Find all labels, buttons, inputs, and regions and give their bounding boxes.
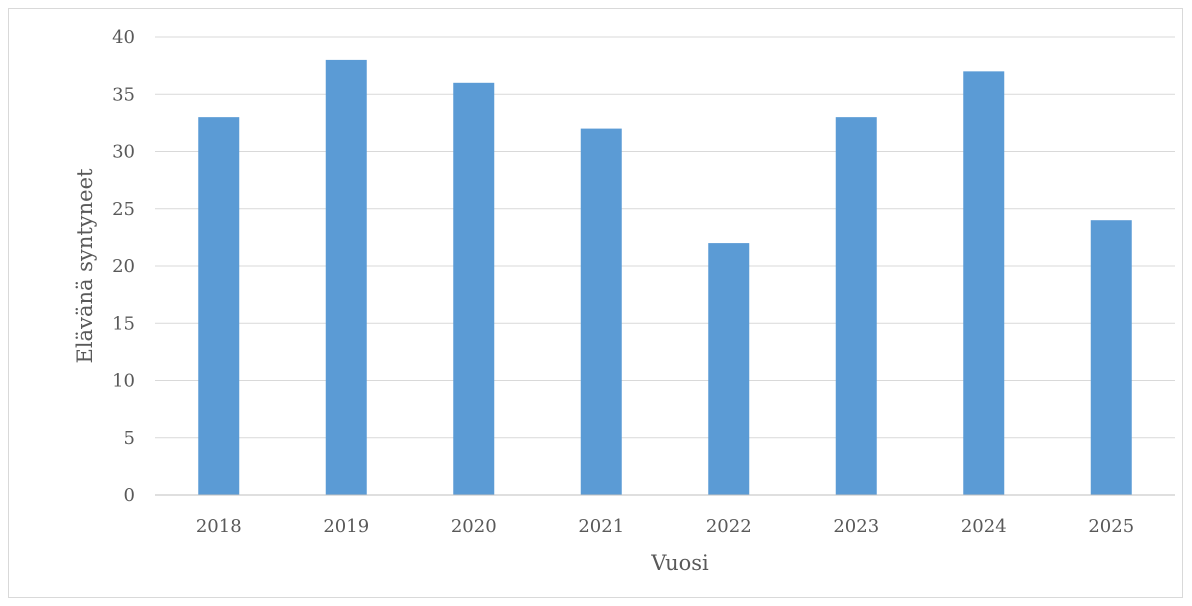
y-tick-label: 35 xyxy=(112,84,135,105)
bar-2020 xyxy=(453,82,495,496)
x-tick-label: 2025 xyxy=(1088,516,1134,537)
x-tick-label: 2021 xyxy=(578,516,624,537)
bar-2021 xyxy=(580,128,622,495)
bar-2023 xyxy=(835,117,877,496)
y-tick-label: 15 xyxy=(112,313,135,334)
x-tick-label: 2018 xyxy=(196,516,242,537)
x-axis-title: Vuosi xyxy=(650,551,709,575)
x-tick-label: 2019 xyxy=(323,516,369,537)
y-tick-label: 10 xyxy=(112,371,135,392)
y-tick-labels: 0 5 10 15 20 25 30 35 40 xyxy=(112,27,135,506)
bar-2018 xyxy=(198,117,240,496)
x-tick-label: 2024 xyxy=(961,516,1007,537)
bar-2024 xyxy=(963,71,1005,495)
x-tick-labels: 2018 2019 2020 2021 2022 2023 2024 2025 xyxy=(196,516,1134,537)
x-tick-label: 2023 xyxy=(833,516,879,537)
y-tick-label: 40 xyxy=(112,27,135,48)
bar-2019 xyxy=(325,59,367,496)
y-tick-label: 25 xyxy=(112,199,135,220)
y-tick-label: 30 xyxy=(112,142,135,163)
x-tick-label: 2020 xyxy=(451,516,497,537)
y-tick-label: 20 xyxy=(112,256,135,277)
gridlines xyxy=(155,36,1175,439)
bar-2025 xyxy=(1090,220,1132,495)
y-tick-label: 5 xyxy=(124,428,135,449)
y-axis-title: Elävänä syntyneet xyxy=(73,168,97,364)
bars xyxy=(198,59,1132,496)
x-tick-label: 2022 xyxy=(706,516,752,537)
bar-2022 xyxy=(708,243,750,495)
y-tick-label: 0 xyxy=(124,485,135,506)
